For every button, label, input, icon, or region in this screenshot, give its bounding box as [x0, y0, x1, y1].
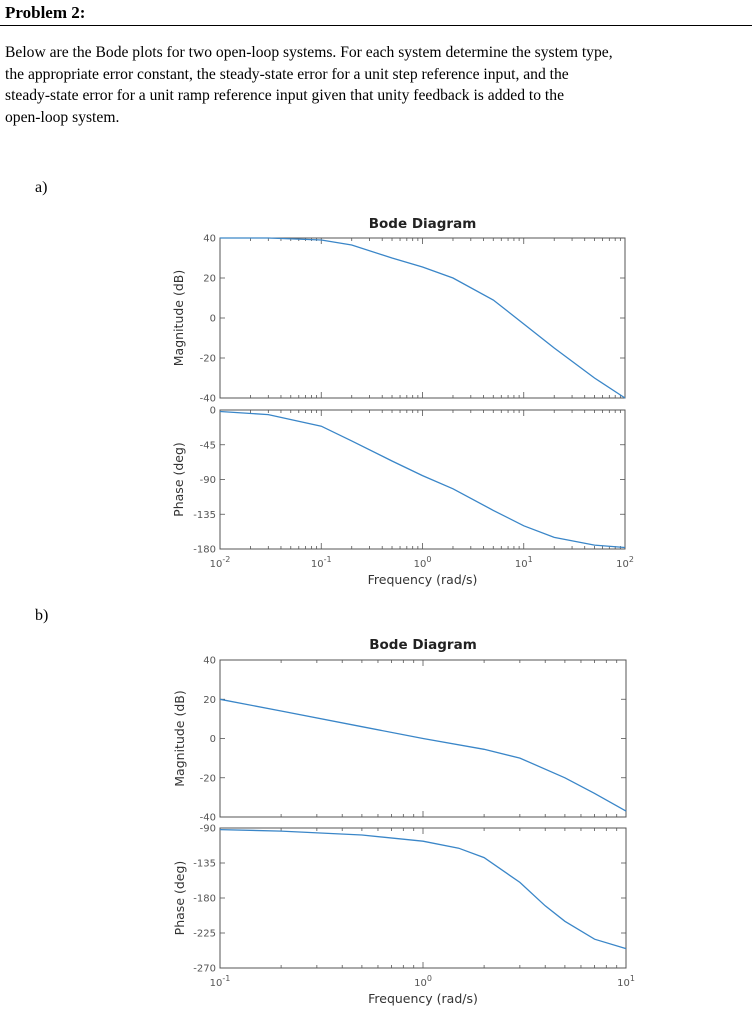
bode-diagram-b-magnitude-y-tick-label: 40 [203, 656, 216, 667]
bode-diagram-b-phase-y-tick-label: -135 [193, 859, 216, 870]
problem-statement: Below are the Bode plots for two open-lo… [5, 42, 753, 128]
bode-diagram-a-phase-axes [219, 409, 626, 550]
problem-heading: Problem 2: [5, 3, 86, 22]
bode-diagram-a-magnitude-axes [219, 237, 626, 399]
bode-diagram-b-phase-ylabel: Phase (deg) [172, 861, 187, 936]
part-a-label: a) [35, 179, 48, 196]
bode-diagram-a-magnitude-y-tick-label: -20 [200, 354, 216, 365]
bode-diagram-a-magnitude-y-tick-label: 40 [203, 234, 216, 245]
bode-diagram-a-x-tick-label: 101 [515, 555, 533, 570]
bode-diagram-b-xlabel: Frequency (rad/s) [368, 991, 478, 1006]
bode-diagram-b-magnitude-y-tick-label: -20 [200, 773, 216, 784]
bode-diagram-a-title: Bode Diagram [369, 216, 477, 232]
bode-diagram-b-x-tick-label: 100 [414, 974, 432, 989]
bode-diagram-b-magnitude-ylabel: Magnitude (dB) [172, 690, 187, 786]
bode-diagram-b-magnitude-curve [219, 698, 627, 812]
part-b-label: b) [35, 607, 49, 624]
problem-statement-line-4: open-loop system. [5, 108, 120, 126]
bode-diagram-a: Bode Diagram -40 -20 0 20 40 Magnitude (dB) -18… [171, 216, 634, 587]
bode-diagram-a-x-tick-label: 10-2 [210, 555, 231, 570]
bode-diagram-b-x-tick-label: 101 [617, 974, 635, 989]
bode-diagram-b-x-tick-label: 10-1 [210, 974, 231, 989]
bode-diagram-a-magnitude-curve [220, 237, 626, 399]
bode-diagram-a-magnitude-y-tick-label: 20 [203, 274, 216, 285]
bode-diagram-a-phase-y-tick-label: -90 [200, 475, 216, 486]
bode-diagram-a-phase-y-tick-label: -45 [200, 440, 216, 451]
bode-diagram-a-phase-y-tick-label: 0 [210, 406, 216, 417]
bode-diagram-b-phase-y-tick-label: -270 [193, 964, 216, 975]
problem-statement-line-2: the appropriate error constant, the stea… [5, 65, 569, 83]
bode-diagram-b-phase-y-tick-label: -90 [200, 824, 216, 835]
bode-diagram-b-phase-y-tick-label: -180 [193, 894, 216, 905]
heading-divider [0, 25, 752, 26]
bode-diagram-a-phase-y-tick-label: -135 [193, 510, 216, 521]
bode-diagram-a-x-tick-label: 102 [616, 555, 634, 570]
bode-diagram-b-magnitude-y-tick-label: 20 [203, 695, 216, 706]
bode-diagram-b-title: Bode Diagram [369, 637, 477, 653]
bode-diagram-b-phase-curve [219, 828, 627, 950]
bode-diagram-b-phase-axes [219, 827, 627, 969]
bode-diagram-b-magnitude-y-tick-label: 0 [210, 734, 216, 745]
bode-diagram-a-x-tick-label: 100 [414, 555, 432, 570]
bode-diagram-a-magnitude-ylabel: Magnitude (dB) [171, 270, 186, 366]
bode-diagram-b-phase-y-tick-label: -225 [193, 929, 216, 940]
bode-diagram-a-xlabel: Frequency (rad/s) [368, 572, 478, 587]
bode-diagram-a-phase-y-tick-label: -180 [193, 545, 216, 556]
bode-diagram-a-magnitude-y-tick-label: -40 [200, 394, 216, 405]
bode-diagram-b: Bode Diagram -40 -20 0 20 40 Magnitude (dB) -27… [172, 637, 635, 1006]
bode-diagram-a-x-tick-label: 10-1 [311, 555, 332, 570]
problem-statement-line-1: Below are the Bode plots for two open-lo… [5, 44, 613, 61]
bode-diagram-a-phase-ylabel: Phase (deg) [171, 442, 186, 517]
bode-diagram-a-phase-curve [219, 410, 626, 549]
problem-statement-line-3: steady-state error for a unit ramp refer… [5, 87, 564, 104]
bode-diagram-a-magnitude-y-tick-label: 0 [210, 314, 216, 325]
bode-diagram-b-magnitude-y-tick-label: -40 [200, 813, 216, 824]
